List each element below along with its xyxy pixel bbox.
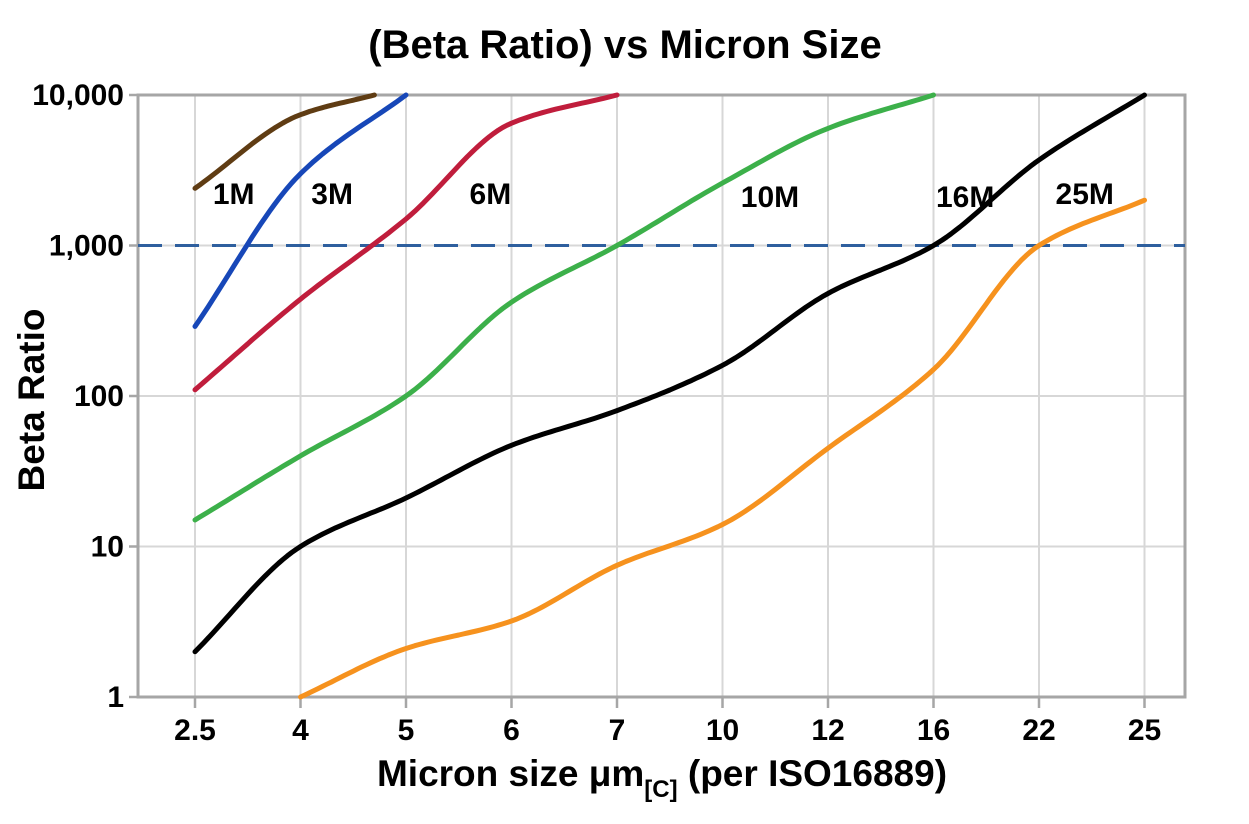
series-label-3m: 3M <box>311 178 353 211</box>
x-axis-title-main: Micron size μm <box>377 753 644 794</box>
y-tick-label: 10 <box>91 531 124 564</box>
plot-area: 2.5 4 5 6 7 10 12 16 22 25 1 10 100 1,000 10,000 1M 3M 6M… <box>32 79 1187 747</box>
y-tick-label: 100 <box>74 380 124 413</box>
x-axis-title: Micron size μm[C] (per ISO16889) <box>377 753 947 803</box>
y-axis-title: Beta Ratio <box>11 309 52 492</box>
y-tick-label: 1 <box>107 681 124 714</box>
series-label-16m: 16M <box>936 181 994 214</box>
x-tick-label: 2.5 <box>174 714 216 747</box>
x-tick-label: 16 <box>917 714 950 747</box>
series-label-6m: 6M <box>470 178 512 211</box>
curve-16m <box>192 92 1147 655</box>
x-axis-title-suffix: (per ISO16889) <box>678 753 947 794</box>
x-tick-label: 25 <box>1128 714 1161 747</box>
series-label-25m: 25M <box>1056 178 1114 211</box>
curve-6m <box>192 92 620 393</box>
x-tick-label: 6 <box>503 714 520 747</box>
curve-10m <box>192 92 936 523</box>
x-axis-title-subscript: [C] <box>644 776 677 803</box>
x-tick-label: 5 <box>398 714 415 747</box>
y-tick-label: 10,000 <box>32 79 124 112</box>
y-tick-label: 1,000 <box>49 230 124 263</box>
x-tick-label: 4 <box>292 714 309 747</box>
x-tick-label: 12 <box>811 714 844 747</box>
curve-1m <box>192 92 377 191</box>
chart-title: (Beta Ratio) vs Micron Size <box>368 23 881 67</box>
x-tick-label: 10 <box>706 714 739 747</box>
series-label-1m: 1M <box>213 178 255 211</box>
curve-25m <box>298 197 1147 700</box>
series-label-10m: 10M <box>741 181 799 214</box>
curve-3m <box>192 92 409 329</box>
x-tick-label: 22 <box>1022 714 1055 747</box>
x-tick-label: 7 <box>609 714 626 747</box>
